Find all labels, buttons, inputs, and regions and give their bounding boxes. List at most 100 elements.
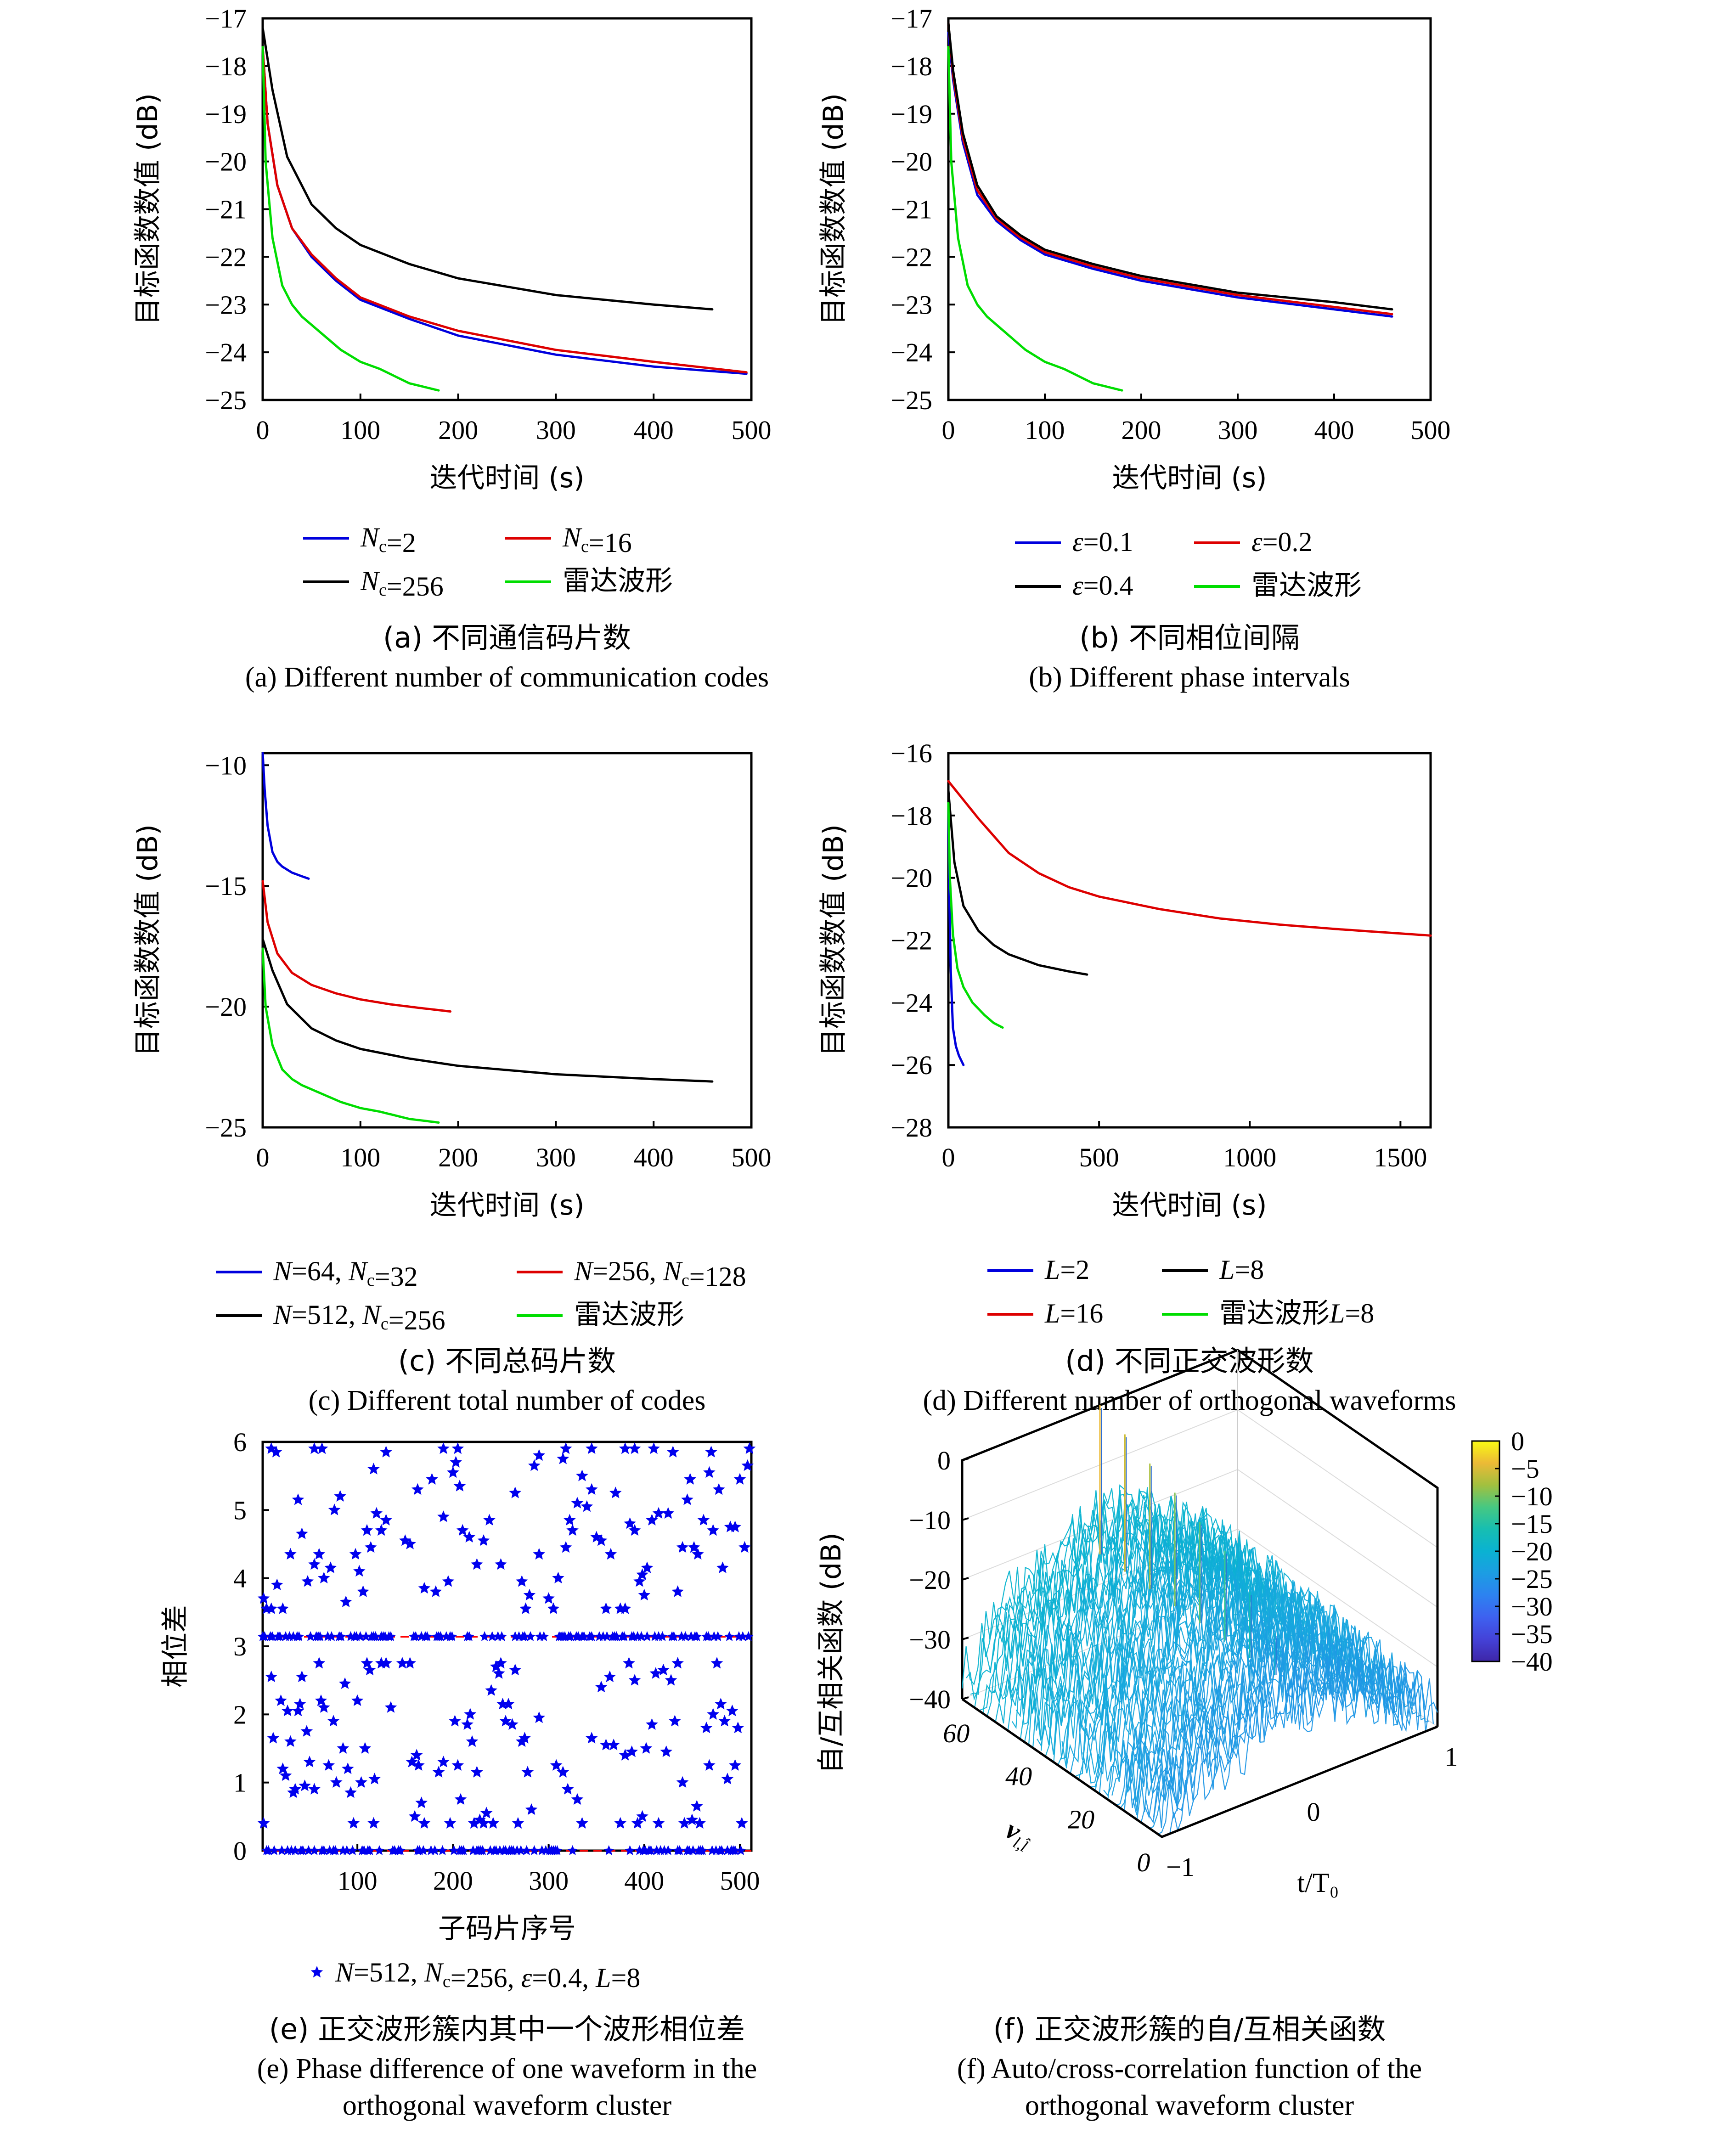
scatter-point (586, 1483, 598, 1495)
scatter-point (453, 1480, 466, 1492)
scatter-point (586, 1442, 598, 1454)
scatter-point (355, 1631, 366, 1641)
scatter-point (607, 1739, 620, 1751)
x-tick-label: 300 (1218, 415, 1258, 445)
scatter-point (418, 1582, 431, 1594)
x-tick-label: 200 (433, 1866, 473, 1896)
scatter-point (375, 1524, 388, 1536)
scatter-point (576, 1817, 588, 1829)
y-tick-label: −25 (891, 385, 932, 415)
scatter-point (724, 1631, 735, 1641)
scatter-point (533, 1548, 546, 1560)
t-tick-label: 1 (1445, 1742, 1458, 1772)
legend-text: =256 (389, 1305, 445, 1335)
series-line-3 (947, 22, 1393, 311)
scatter-point (633, 1575, 646, 1587)
plot-frame (261, 17, 753, 401)
scatter-point (735, 1817, 748, 1829)
legend-text: =16 (1060, 1298, 1103, 1329)
scatter-point (461, 1718, 473, 1730)
series-line-2 (261, 880, 452, 1013)
scatter-point (468, 1817, 480, 1829)
scatter-point (385, 1631, 396, 1641)
scatter-point (669, 1715, 681, 1727)
scatter-point (646, 1718, 658, 1730)
x-tick-label: 500 (1079, 1143, 1119, 1172)
y-axis-label: 目标函数数值 (dB) (132, 824, 164, 1056)
y-tick-label: −18 (891, 51, 932, 81)
scatter-point (707, 1708, 719, 1720)
scatter-point (703, 1759, 716, 1771)
scatter-point (542, 1592, 555, 1604)
scatter-point (450, 1456, 462, 1468)
scatter-point (525, 1631, 536, 1641)
z-tick-label: 0 (937, 1446, 951, 1475)
scatter-point (735, 1845, 746, 1855)
z-tick-label: −10 (909, 1505, 951, 1535)
scatter-point (557, 1766, 569, 1778)
scatter-point (668, 1631, 679, 1641)
colorbar-tick-label: −30 (1511, 1592, 1553, 1621)
z-tick (962, 1577, 969, 1581)
legend-label: L=2 (1044, 1255, 1089, 1285)
scatter-point (308, 1558, 321, 1570)
scatter-point (458, 1845, 469, 1855)
series-line-2 (947, 22, 1393, 315)
scatter-point (464, 1708, 477, 1720)
scatter-point (557, 1453, 569, 1464)
scatter-point (308, 1783, 321, 1795)
series-line-3 (261, 938, 714, 1083)
surface-line (1157, 1656, 1434, 1835)
x-axis-label: 迭代时间 (s) (1112, 1189, 1267, 1222)
scatter-point (365, 1541, 377, 1553)
scatter-point (404, 1537, 416, 1549)
x-tick-label: 0 (942, 1143, 955, 1172)
scatter-point (559, 1541, 572, 1553)
y-tick-label: −24 (891, 338, 932, 367)
scatter-point (487, 1631, 498, 1641)
scatter-point (595, 1681, 608, 1693)
scatter-point (336, 1631, 347, 1641)
scatter-point (665, 1674, 677, 1686)
scatter-point (567, 1845, 578, 1855)
scatter-point (493, 1667, 505, 1679)
scatter-point (519, 1732, 531, 1744)
scatter-point (344, 1786, 357, 1798)
scatter-point (600, 1739, 612, 1751)
legend-subscript: c (581, 537, 589, 556)
scatter-point (293, 1631, 304, 1641)
scatter-point (495, 1558, 507, 1570)
scatter-point (642, 1631, 653, 1641)
scatter-point (395, 1845, 406, 1855)
scatter-point (275, 1694, 287, 1706)
scatter-point (538, 1631, 549, 1641)
t-tick-label: 0 (1307, 1797, 1320, 1827)
scatter-point (631, 1817, 644, 1829)
scatter-point (368, 1773, 381, 1785)
scatter-point (303, 1845, 314, 1855)
scatter-point (437, 1510, 450, 1522)
x-tick-label: 400 (634, 1143, 674, 1172)
scatter-point (269, 1845, 280, 1855)
colorbar-tick-label: −40 (1511, 1647, 1553, 1677)
scatter-point (337, 1742, 349, 1754)
scatter-point (732, 1722, 744, 1734)
legend-var: N (273, 1300, 293, 1330)
legend-var: N (663, 1256, 683, 1286)
legend-text: =0.4, (532, 1963, 596, 1993)
scatter-point (299, 1779, 311, 1791)
legend-var: ε (1251, 527, 1263, 557)
scatter-point (726, 1704, 738, 1717)
scatter-point (741, 1459, 754, 1471)
scatter-point (619, 1631, 630, 1641)
panel-b: 0 100 200 300 400 500 −17 −18 −19 −20 −21 −22 −23 −24… (817, 4, 1451, 693)
legend-text: =2 (387, 528, 416, 558)
legend-var: L (1329, 1298, 1345, 1329)
scatter-point (447, 1466, 459, 1478)
scatter-point (480, 1807, 493, 1818)
surface-line (1107, 1611, 1384, 1800)
scatter-point (586, 1631, 597, 1641)
scatter-point (296, 1670, 308, 1683)
legend-label: ε=0.2 (1251, 527, 1313, 557)
y-axis-label: 目标函数数值 (dB) (817, 93, 850, 325)
